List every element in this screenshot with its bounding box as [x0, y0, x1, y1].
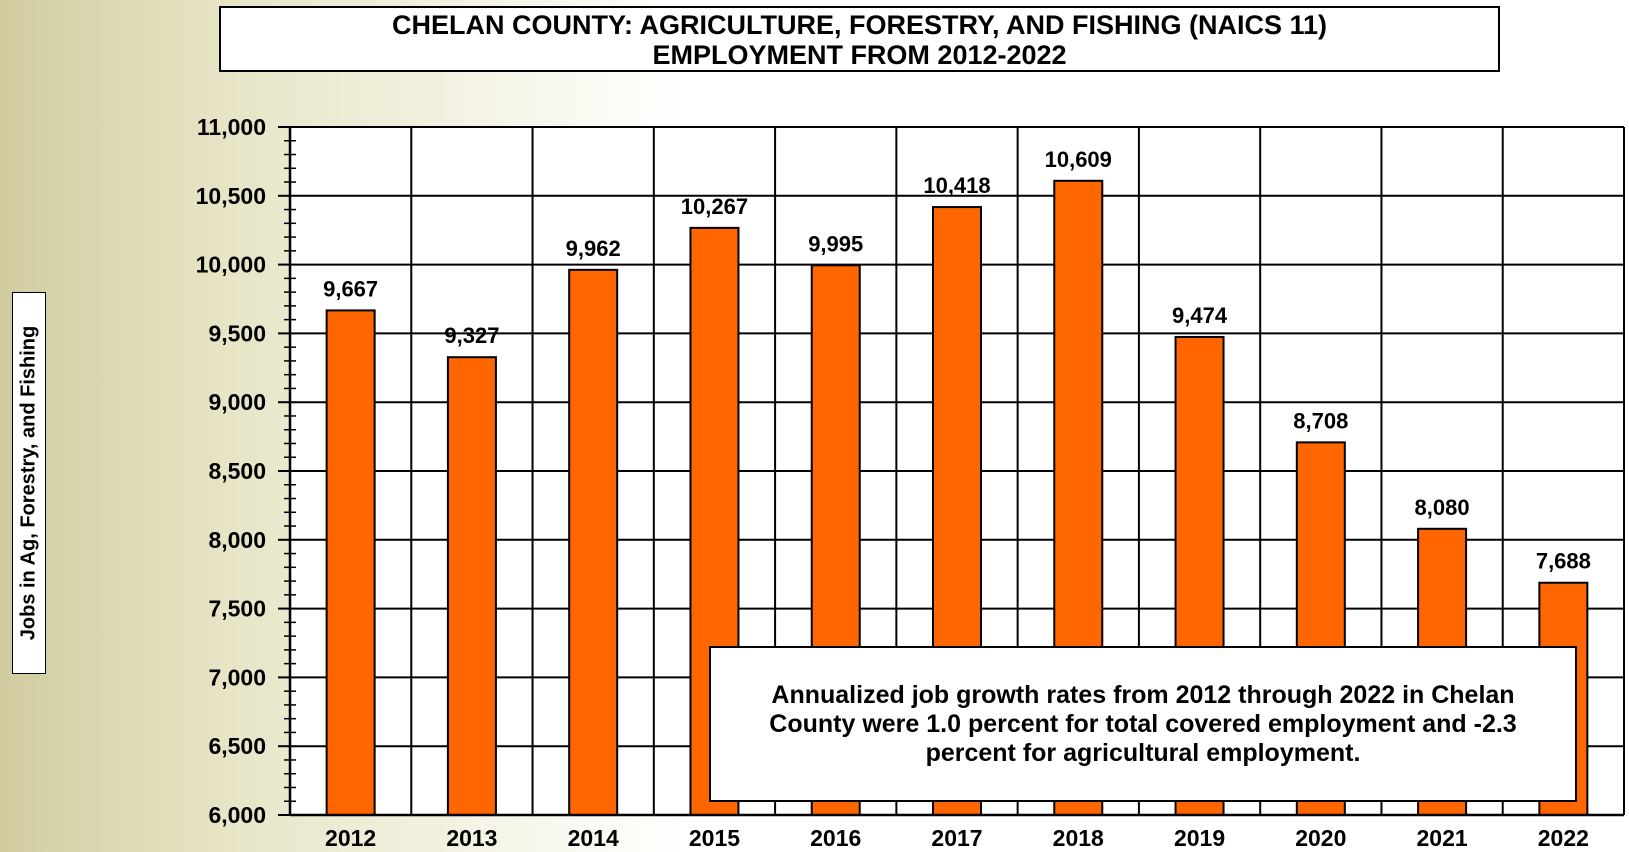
y-tick-label: 6,500	[208, 733, 266, 759]
y-tick-label: 7,500	[208, 596, 266, 622]
bar	[325, 309, 376, 816]
data-label: 10,267	[681, 194, 748, 219]
annotation-box: Annualized job growth rates from 2012 th…	[709, 646, 1577, 802]
x-tick-label: 2022	[1538, 825, 1589, 851]
x-tick-label: 2019	[1174, 825, 1225, 851]
data-label: 10,418	[923, 173, 990, 198]
y-tick-label: 6,000	[208, 802, 266, 828]
y-axis-label-box: Jobs in Ag, Forestry, and Fishing	[12, 292, 46, 674]
x-tick-label: 2015	[689, 825, 740, 851]
y-tick-label: 9,500	[208, 320, 266, 346]
bar	[446, 356, 497, 816]
y-tick-label: 8,000	[208, 527, 266, 553]
data-label: 9,667	[323, 276, 378, 301]
x-tick-label: 2021	[1417, 825, 1468, 851]
chart-title: CHELAN COUNTY: AGRICULTURE, FORESTRY, AN…	[391, 10, 1328, 40]
data-label: 8,708	[1293, 408, 1348, 433]
chart-title-box: CHELAN COUNTY: AGRICULTURE, FORESTRY, AN…	[219, 6, 1500, 72]
y-tick-label: 11,000	[197, 114, 266, 140]
x-tick-label: 2018	[1053, 825, 1104, 851]
x-tick-label: 2017	[931, 825, 982, 851]
x-tick-label: 2012	[325, 825, 376, 851]
x-tick-label: 2014	[568, 825, 619, 851]
bar	[568, 268, 619, 816]
y-tick-label: 10,500	[196, 183, 266, 209]
data-label: 7,688	[1536, 549, 1591, 574]
data-label: 9,474	[1172, 303, 1228, 328]
data-label: 9,962	[566, 236, 621, 261]
y-tick-label: 7,000	[208, 664, 266, 690]
y-tick-label: 9,000	[208, 389, 266, 415]
x-tick-label: 2016	[810, 825, 861, 851]
annotation-text: Annualized job growth rates from 2012 th…	[769, 680, 1517, 767]
chart-subtitle: EMPLOYMENT FROM 2012-2022	[652, 40, 1067, 70]
x-tick-label: 2013	[446, 825, 497, 851]
y-tick-label: 10,000	[196, 252, 266, 278]
y-tick-label: 8,500	[208, 458, 266, 484]
data-label: 10,609	[1045, 147, 1112, 172]
data-label: 9,327	[444, 323, 499, 348]
data-label: 8,080	[1415, 495, 1470, 520]
x-tick-label: 2020	[1295, 825, 1346, 851]
data-label: 9,995	[808, 231, 863, 256]
